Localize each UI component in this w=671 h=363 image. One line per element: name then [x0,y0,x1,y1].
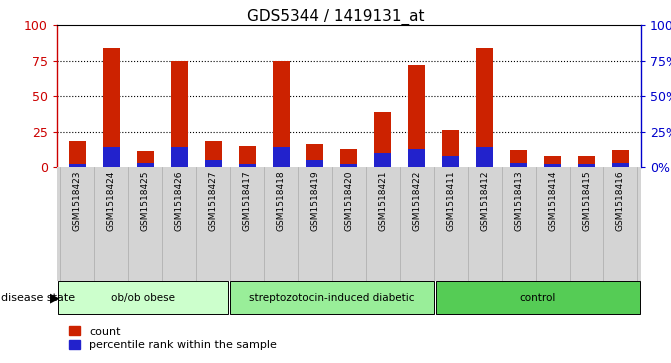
Text: GSM1518412: GSM1518412 [480,170,489,231]
Text: disease state: disease state [1,293,75,303]
Bar [170,61,188,167]
Text: ▶: ▶ [50,291,59,304]
Bar [137,151,154,167]
FancyBboxPatch shape [435,281,639,314]
Bar [510,163,527,167]
Bar [307,160,323,167]
Bar [340,164,358,167]
Bar [239,146,256,167]
Text: GSM1518427: GSM1518427 [209,170,217,231]
Bar [103,147,120,167]
Legend: count, percentile rank within the sample: count, percentile rank within the sample [69,326,277,350]
Bar [205,142,221,167]
Text: GSM1518424: GSM1518424 [107,170,116,231]
Text: GSM1518414: GSM1518414 [548,170,557,231]
FancyBboxPatch shape [229,281,433,314]
Bar [612,163,629,167]
Bar [476,147,493,167]
Bar [476,48,493,167]
Text: GSM1518422: GSM1518422 [412,170,421,231]
Text: GDS5344 / 1419131_at: GDS5344 / 1419131_at [247,9,424,25]
Text: GSM1518413: GSM1518413 [514,170,523,231]
Bar [239,164,256,167]
Text: GSM1518421: GSM1518421 [378,170,387,231]
Text: GSM1518418: GSM1518418 [276,170,286,231]
Text: GSM1518423: GSM1518423 [73,170,82,231]
Bar [307,144,323,167]
Text: streptozotocin-induced diabetic: streptozotocin-induced diabetic [249,293,415,303]
Text: GSM1518416: GSM1518416 [616,170,625,231]
Bar [544,156,561,167]
Bar [103,48,120,167]
Text: GSM1518419: GSM1518419 [311,170,319,231]
Text: GSM1518417: GSM1518417 [243,170,252,231]
Bar [374,112,391,167]
Text: GSM1518411: GSM1518411 [446,170,455,231]
Bar [578,164,595,167]
Text: GSM1518420: GSM1518420 [344,170,354,231]
Bar [69,142,86,167]
Bar [272,61,289,167]
Text: GSM1518426: GSM1518426 [174,170,184,231]
Bar [170,147,188,167]
Bar [272,147,289,167]
Bar [409,148,425,167]
Text: GSM1518415: GSM1518415 [582,170,591,231]
Bar [374,153,391,167]
Bar [137,163,154,167]
Bar [409,65,425,167]
Bar [544,164,561,167]
Text: ob/ob obese: ob/ob obese [111,293,175,303]
Bar [612,150,629,167]
Bar [340,148,358,167]
Text: GSM1518425: GSM1518425 [141,170,150,231]
Text: control: control [519,293,556,303]
Bar [442,156,459,167]
Bar [510,150,527,167]
FancyBboxPatch shape [58,281,227,314]
Bar [69,164,86,167]
Bar [442,130,459,167]
Bar [205,160,221,167]
Bar [578,156,595,167]
